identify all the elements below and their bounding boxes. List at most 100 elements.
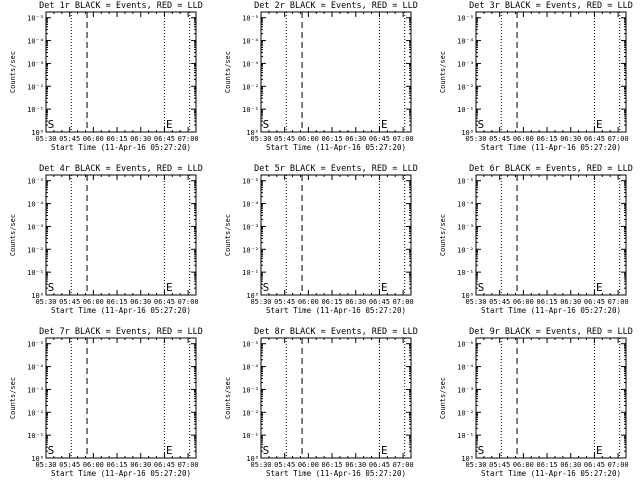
y-tick-label: 10⁻³ xyxy=(27,60,44,68)
y-tick-label: 10⁻² xyxy=(457,83,474,91)
y-tick-label: 10⁰ xyxy=(246,129,259,137)
end-marker: E xyxy=(596,118,603,131)
y-tick-label: 10⁻³ xyxy=(457,223,474,231)
x-tick-label: 06:00 xyxy=(298,298,319,306)
end-marker: E xyxy=(166,281,173,294)
y-tick-label: 10⁻⁴ xyxy=(27,364,44,372)
x-tick-label: 06:15 xyxy=(537,461,558,469)
end-marker: E xyxy=(381,444,388,457)
plot-frame xyxy=(475,174,627,296)
y-tick-label: 10⁻⁴ xyxy=(457,38,474,46)
y-tick-label: 10⁻⁵ xyxy=(27,341,44,349)
x-tick-label: 06:00 xyxy=(513,461,534,469)
x-axis-label: Start Time (11-Apr-16 05:27:20) xyxy=(266,143,406,152)
x-tick-label: 05:30 xyxy=(250,298,271,306)
detector-panel: Det 9r BLACK = Events, RED = LLD 10⁰ 10⁻¹ 1… xyxy=(439,327,633,478)
y-axis-label: Counts/sec xyxy=(439,377,447,419)
x-tick-label: 06:15 xyxy=(107,461,128,469)
plot-frame xyxy=(45,337,197,459)
y-tick-label: 10⁻¹ xyxy=(457,269,474,277)
end-marker: E xyxy=(596,281,603,294)
y-tick-label: 10⁻⁵ xyxy=(242,341,259,349)
x-tick-label: 05:45 xyxy=(489,461,510,469)
x-tick-label: 06:00 xyxy=(298,135,319,143)
x-axis-label: Start Time (11-Apr-16 05:27:20) xyxy=(51,143,191,152)
y-tick-label: 10⁻² xyxy=(242,409,259,417)
y-tick-label: 10⁻⁵ xyxy=(27,178,44,186)
y-tick-label: 10⁻⁴ xyxy=(242,364,259,372)
y-tick-label: 10⁻⁵ xyxy=(457,341,474,349)
y-tick-label: 10⁰ xyxy=(31,292,44,300)
chart-title: Det 4r BLACK = Events, RED = LLD xyxy=(39,164,203,174)
x-axis-label: Start Time (11-Apr-16 05:27:20) xyxy=(51,306,191,315)
x-tick-label: 06:15 xyxy=(107,298,128,306)
x-tick-label: 05:45 xyxy=(274,461,295,469)
y-tick-label: 10⁻⁴ xyxy=(242,38,259,46)
x-tick-label: 05:30 xyxy=(465,135,486,143)
x-tick-label: 07:00 xyxy=(178,461,199,469)
x-tick-label: 05:45 xyxy=(59,298,80,306)
x-tick-label: 06:45 xyxy=(154,298,175,306)
x-tick-label: 06:45 xyxy=(369,461,390,469)
x-tick-label: 06:45 xyxy=(584,461,605,469)
y-axis-label: Counts/sec xyxy=(224,51,232,93)
x-tick-label: 05:30 xyxy=(250,135,271,143)
detector-panel: Det 5r BLACK = Events, RED = LLD 10⁰ 10⁻¹ 1… xyxy=(224,164,418,315)
x-axis-label: Start Time (11-Apr-16 05:27:20) xyxy=(481,306,621,315)
y-tick-label: 10⁻⁵ xyxy=(242,178,259,186)
x-tick-label: 06:45 xyxy=(369,298,390,306)
x-tick-label: 05:30 xyxy=(35,461,56,469)
y-tick-label: 10⁻⁵ xyxy=(457,178,474,186)
y-tick-label: 10⁰ xyxy=(461,455,474,463)
chart-title: Det 6r BLACK = Events, RED = LLD xyxy=(469,164,633,174)
x-tick-label: 06:30 xyxy=(560,135,581,143)
end-marker: E xyxy=(381,281,388,294)
x-tick-label: 07:00 xyxy=(393,298,414,306)
start-marker: S xyxy=(263,281,270,294)
y-tick-label: 10⁰ xyxy=(246,455,259,463)
y-tick-label: 10⁻³ xyxy=(27,223,44,231)
x-tick-label: 06:00 xyxy=(83,461,104,469)
x-tick-label: 06:00 xyxy=(513,298,534,306)
y-tick-label: 10⁻³ xyxy=(242,223,259,231)
detector-panel: Det 4r BLACK = Events, RED = LLD 10⁰ 10⁻¹ 1… xyxy=(9,164,203,315)
x-tick-label: 05:30 xyxy=(250,461,271,469)
x-tick-label: 05:30 xyxy=(465,461,486,469)
end-marker: E xyxy=(596,444,603,457)
x-tick-label: 06:00 xyxy=(83,298,104,306)
x-tick-label: 07:00 xyxy=(608,461,629,469)
x-tick-label: 06:15 xyxy=(322,298,343,306)
start-marker: S xyxy=(478,281,485,294)
x-tick-label: 06:45 xyxy=(584,298,605,306)
y-tick-label: 10⁰ xyxy=(246,292,259,300)
y-tick-label: 10⁻² xyxy=(457,246,474,254)
y-tick-label: 10⁻¹ xyxy=(27,269,44,277)
y-tick-label: 10⁻³ xyxy=(27,386,44,394)
plot-frame xyxy=(260,337,412,459)
start-marker: S xyxy=(48,281,55,294)
x-tick-label: 05:45 xyxy=(489,298,510,306)
chart-title: Det 7r BLACK = Events, RED = LLD xyxy=(39,327,203,337)
y-axis-label: Counts/sec xyxy=(224,214,232,256)
chart-title: Det 3r BLACK = Events, RED = LLD xyxy=(469,1,633,11)
y-tick-label: 10⁻⁵ xyxy=(457,15,474,23)
chart-title: Det 2r BLACK = Events, RED = LLD xyxy=(254,1,418,11)
x-tick-label: 06:15 xyxy=(537,298,558,306)
x-tick-label: 06:00 xyxy=(513,135,534,143)
y-tick-label: 10⁻³ xyxy=(242,386,259,394)
chart-title: Det 1r BLACK = Events, RED = LLD xyxy=(39,1,203,11)
detector-panel: Det 8r BLACK = Events, RED = LLD 10⁰ 10⁻¹ 1… xyxy=(224,327,418,478)
x-tick-label: 06:30 xyxy=(345,298,366,306)
x-tick-label: 07:00 xyxy=(608,135,629,143)
x-axis-label: Start Time (11-Apr-16 05:27:20) xyxy=(481,469,621,478)
x-tick-label: 06:30 xyxy=(130,135,151,143)
y-tick-label: 10⁻⁴ xyxy=(27,38,44,46)
x-tick-label: 07:00 xyxy=(178,135,199,143)
x-tick-label: 06:15 xyxy=(322,135,343,143)
y-tick-label: 10⁻³ xyxy=(242,60,259,68)
chart-title: Det 8r BLACK = Events, RED = LLD xyxy=(254,327,418,337)
x-tick-label: 05:45 xyxy=(274,298,295,306)
x-tick-label: 05:30 xyxy=(465,298,486,306)
y-tick-label: 10⁻² xyxy=(27,409,44,417)
